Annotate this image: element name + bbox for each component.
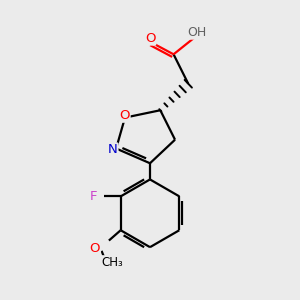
- Text: O: O: [119, 109, 130, 122]
- Text: O: O: [145, 32, 155, 45]
- Text: OH: OH: [188, 26, 207, 39]
- Text: O: O: [89, 242, 100, 255]
- Text: CH₃: CH₃: [101, 256, 123, 269]
- Text: N: N: [108, 143, 118, 157]
- Text: F: F: [89, 190, 97, 203]
